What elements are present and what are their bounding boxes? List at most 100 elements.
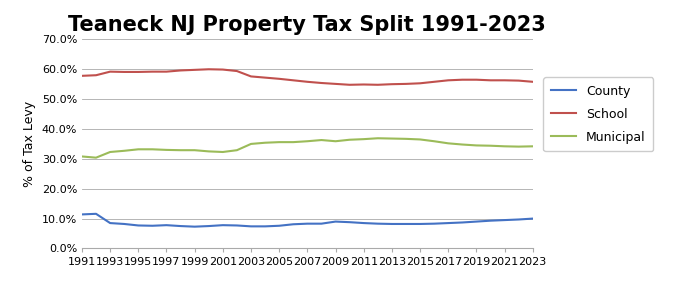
School — [529, 80, 537, 84]
School — [176, 69, 184, 72]
County — [430, 222, 438, 225]
School — [219, 68, 227, 72]
School — [163, 70, 171, 73]
School — [472, 78, 480, 82]
County — [388, 222, 396, 226]
County — [120, 222, 128, 226]
School — [346, 83, 354, 87]
School — [374, 83, 382, 87]
Municipal — [247, 142, 255, 146]
Line: School: School — [82, 69, 533, 85]
County — [233, 224, 241, 227]
School — [205, 68, 213, 71]
County — [486, 219, 494, 222]
School — [148, 70, 156, 73]
Municipal — [191, 148, 199, 152]
School — [275, 77, 283, 81]
Municipal — [275, 140, 283, 144]
Municipal — [529, 145, 537, 148]
County — [359, 221, 367, 225]
County — [529, 217, 537, 220]
School — [106, 70, 114, 73]
School — [458, 78, 466, 82]
School — [514, 79, 522, 82]
Municipal — [388, 137, 396, 140]
Municipal — [486, 144, 494, 148]
Municipal — [106, 150, 114, 154]
Line: County: County — [82, 214, 533, 227]
Municipal — [346, 138, 354, 142]
School — [233, 69, 241, 73]
School — [331, 82, 339, 86]
County — [247, 225, 255, 228]
County — [275, 224, 283, 228]
School — [501, 78, 509, 82]
Title: Teaneck NJ Property Tax Split 1991-2023: Teaneck NJ Property Tax Split 1991-2023 — [68, 15, 546, 35]
School — [486, 78, 494, 82]
Municipal — [134, 148, 142, 151]
Municipal — [331, 139, 339, 143]
Municipal — [318, 138, 326, 142]
Municipal — [303, 139, 311, 143]
Municipal — [92, 156, 100, 159]
Municipal — [233, 148, 241, 152]
County — [444, 221, 452, 225]
Municipal — [205, 150, 213, 153]
County — [346, 220, 354, 224]
Y-axis label: % of Tax Levy: % of Tax Levy — [23, 101, 36, 187]
County — [374, 222, 382, 225]
Municipal — [163, 148, 171, 152]
Municipal — [219, 150, 227, 154]
County — [106, 221, 114, 225]
County — [303, 222, 311, 225]
School — [359, 83, 367, 86]
Municipal — [514, 145, 522, 148]
Municipal — [374, 136, 382, 140]
Municipal — [458, 143, 466, 146]
School — [120, 70, 128, 74]
School — [402, 82, 410, 86]
Municipal — [261, 141, 269, 145]
County — [261, 225, 269, 228]
Municipal — [501, 145, 509, 148]
County — [78, 213, 86, 216]
School — [191, 68, 199, 72]
Legend: County, School, Municipal: County, School, Municipal — [544, 77, 653, 151]
County — [331, 220, 339, 223]
County — [501, 218, 509, 222]
County — [163, 223, 171, 227]
Municipal — [120, 149, 128, 153]
Municipal — [359, 137, 367, 141]
Municipal — [444, 142, 452, 145]
School — [78, 74, 86, 78]
County — [318, 222, 326, 225]
County — [219, 223, 227, 227]
Municipal — [402, 137, 410, 141]
School — [92, 73, 100, 77]
School — [134, 70, 142, 74]
County — [458, 221, 466, 224]
County — [134, 224, 142, 227]
County — [514, 218, 522, 221]
Municipal — [430, 139, 438, 143]
School — [416, 82, 424, 85]
County — [402, 222, 410, 226]
Municipal — [289, 140, 297, 144]
School — [247, 75, 255, 78]
County — [191, 225, 199, 228]
Line: Municipal: Municipal — [82, 138, 533, 158]
School — [444, 78, 452, 82]
Municipal — [78, 155, 86, 158]
County — [92, 212, 100, 216]
Municipal — [472, 144, 480, 147]
School — [289, 78, 297, 82]
School — [303, 80, 311, 84]
School — [318, 81, 326, 85]
County — [416, 222, 424, 226]
County — [472, 220, 480, 223]
Municipal — [176, 148, 184, 152]
School — [430, 80, 438, 84]
County — [289, 222, 297, 226]
School — [261, 76, 269, 79]
County — [205, 224, 213, 228]
